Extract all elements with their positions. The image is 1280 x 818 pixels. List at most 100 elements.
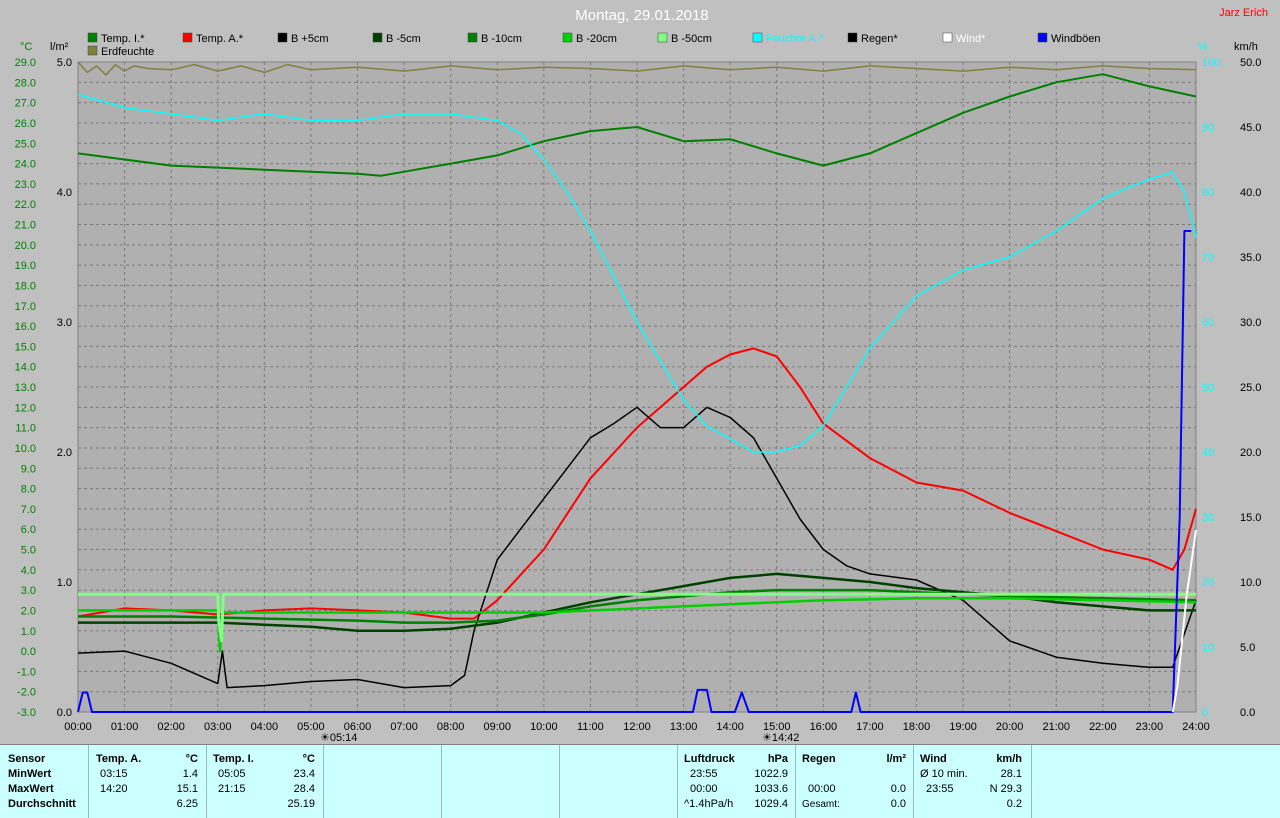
y-hum-tick-label: 20: [1202, 577, 1214, 589]
chart-title: Montag, 29.01.2018: [575, 7, 708, 24]
legend-swatch: [942, 32, 953, 43]
y-temp-tick-label: 11.0: [15, 423, 36, 435]
temp-i-unit: °C: [302, 753, 315, 765]
y-temp-tick-label: 19.0: [15, 260, 36, 272]
temp-a-avg: 6.25: [176, 798, 198, 810]
x-tick-label: 11:00: [577, 721, 604, 733]
wind-head: Wind: [920, 753, 947, 765]
y-hum-tick-label: 40: [1202, 447, 1214, 459]
wind-last: 0.2: [1006, 798, 1022, 810]
x-tick-label: 13:00: [670, 721, 698, 733]
y-temp-tick-label: 18.0: [15, 280, 36, 292]
y-temp-tick-label: -2.0: [17, 687, 36, 699]
y-temp-tick-label: 0.0: [21, 646, 36, 658]
unit-celsius: °C: [20, 41, 32, 53]
wind-avg: 28.1: [1000, 768, 1022, 780]
x-tick-label: 09:00: [483, 721, 511, 733]
unit-percent: %: [1198, 41, 1208, 53]
legend-swatch: [372, 32, 383, 43]
sensor-label: Sensor: [8, 753, 46, 765]
series-line-b-50cm: [78, 592, 1196, 643]
x-tick-label: 14:00: [716, 721, 744, 733]
legend-swatch: [182, 32, 193, 43]
series-line-temp-a: [77, 347, 1197, 620]
minwert-label: MinWert: [8, 768, 52, 780]
y-wind-tick-label: 20.0: [1240, 447, 1261, 459]
legend-swatch: [657, 32, 668, 43]
y-hum-tick-label: 70: [1202, 252, 1214, 264]
legend-label: Feuchte A.*: [766, 33, 824, 45]
x-tick-label: 17:00: [856, 721, 884, 733]
y-temp-tick-label: 23.0: [15, 179, 36, 191]
druck-head: Luftdruck: [684, 753, 735, 765]
temp-a-min: 1.4: [182, 768, 198, 780]
legend-swatch: [87, 32, 98, 43]
y-temp-tick-label: 22.0: [15, 199, 36, 211]
series-line-temp-i: [77, 73, 1197, 177]
y-temp-tick-label: 5.0: [21, 545, 36, 557]
y-temp-tick-label: 21.0: [15, 220, 36, 232]
x-tick-label: 02:00: [157, 721, 185, 733]
legend-label: Windböen: [1051, 33, 1101, 45]
series-line-wind: [1171, 529, 1197, 713]
x-tick-label: 04:00: [251, 721, 279, 733]
x-tick-label: 19:00: [949, 721, 977, 733]
wind-unit: km/h: [996, 753, 1022, 765]
y-wind-tick-label: 50.0: [1240, 57, 1261, 69]
stats-table: Sensor MinWert MaxWert Durchschnitt Temp…: [0, 744, 1280, 818]
y-temp-tick-label: 16.0: [15, 321, 36, 333]
legend-swatch: [87, 45, 98, 56]
y-wind-tick-label: 10.0: [1240, 577, 1261, 589]
y-wind-tick-label: 0.0: [1240, 707, 1255, 719]
y-temp-tick-label: 26.0: [15, 118, 36, 130]
regen-head: Regen: [802, 753, 836, 765]
legend-label: B +5cm: [291, 33, 329, 45]
y-temp-tick-label: 28.0: [15, 77, 36, 89]
y-wind-tick-label: 30.0: [1240, 317, 1261, 329]
temp-a-unit: °C: [185, 753, 198, 765]
y-hum-tick-label: 100: [1202, 57, 1220, 69]
y-hum-tick-label: 80: [1202, 187, 1214, 199]
temp-i-min-time: 05:05: [218, 768, 246, 780]
series-line-b-5cm: [77, 406, 1197, 689]
y-wind-tick-label: 25.0: [1240, 382, 1261, 394]
y-hum-tick-label: 90: [1202, 122, 1214, 134]
x-tick-label: 16:00: [810, 721, 838, 733]
y-temp-tick-label: 14.0: [15, 362, 36, 374]
series-line-feuchte-a: [77, 93, 1197, 453]
legend-label: Temp. A.*: [196, 33, 244, 45]
regen-total-label: Gesamt:: [802, 799, 840, 810]
x-tick-label: 22:00: [1089, 721, 1117, 733]
legend-label: Wind*: [956, 33, 986, 45]
wind-max: N 29.3: [989, 783, 1022, 795]
legend-swatch: [847, 32, 858, 43]
y-temp-tick-label: 3.0: [21, 585, 36, 597]
x-tick-label: 23:00: [1136, 721, 1164, 733]
temp-i-max: 28.4: [293, 783, 315, 795]
y-wind-tick-label: 45.0: [1240, 122, 1261, 134]
y-rain-tick-label: 4.0: [57, 187, 72, 199]
legend-swatch: [562, 32, 573, 43]
y-temp-tick-label: 15.0: [15, 341, 36, 353]
x-tick-label: 21:00: [1042, 721, 1070, 733]
y-temp-tick-label: 13.0: [15, 382, 36, 394]
durchschnitt-label: Durchschnitt: [8, 798, 76, 810]
y-hum-tick-label: 60: [1202, 317, 1214, 329]
temp-a-max: 15.1: [176, 783, 198, 795]
y-temp-tick-label: 6.0: [21, 524, 36, 536]
legend-swatch: [1037, 32, 1048, 43]
x-tick-label: 15:00: [763, 721, 791, 733]
regen-max: 0.0: [890, 783, 906, 795]
series-line-windb-en: [77, 230, 1192, 713]
noon-marker: ☀14:42: [762, 732, 799, 744]
maxwert-label: MaxWert: [8, 783, 54, 795]
legend-swatch: [467, 32, 478, 43]
druck-max-time: 00:00: [690, 783, 718, 795]
druck-min-time: 23:55: [690, 768, 718, 780]
author-label: Jarz Erich: [1219, 7, 1268, 19]
druck-unit: hPa: [767, 753, 788, 765]
y-hum-tick-label: 50: [1202, 382, 1214, 394]
x-tick-label: 10:00: [530, 721, 558, 733]
wind-max-time: 23:55: [926, 783, 954, 795]
druck-trend: 1029.4: [754, 798, 788, 810]
